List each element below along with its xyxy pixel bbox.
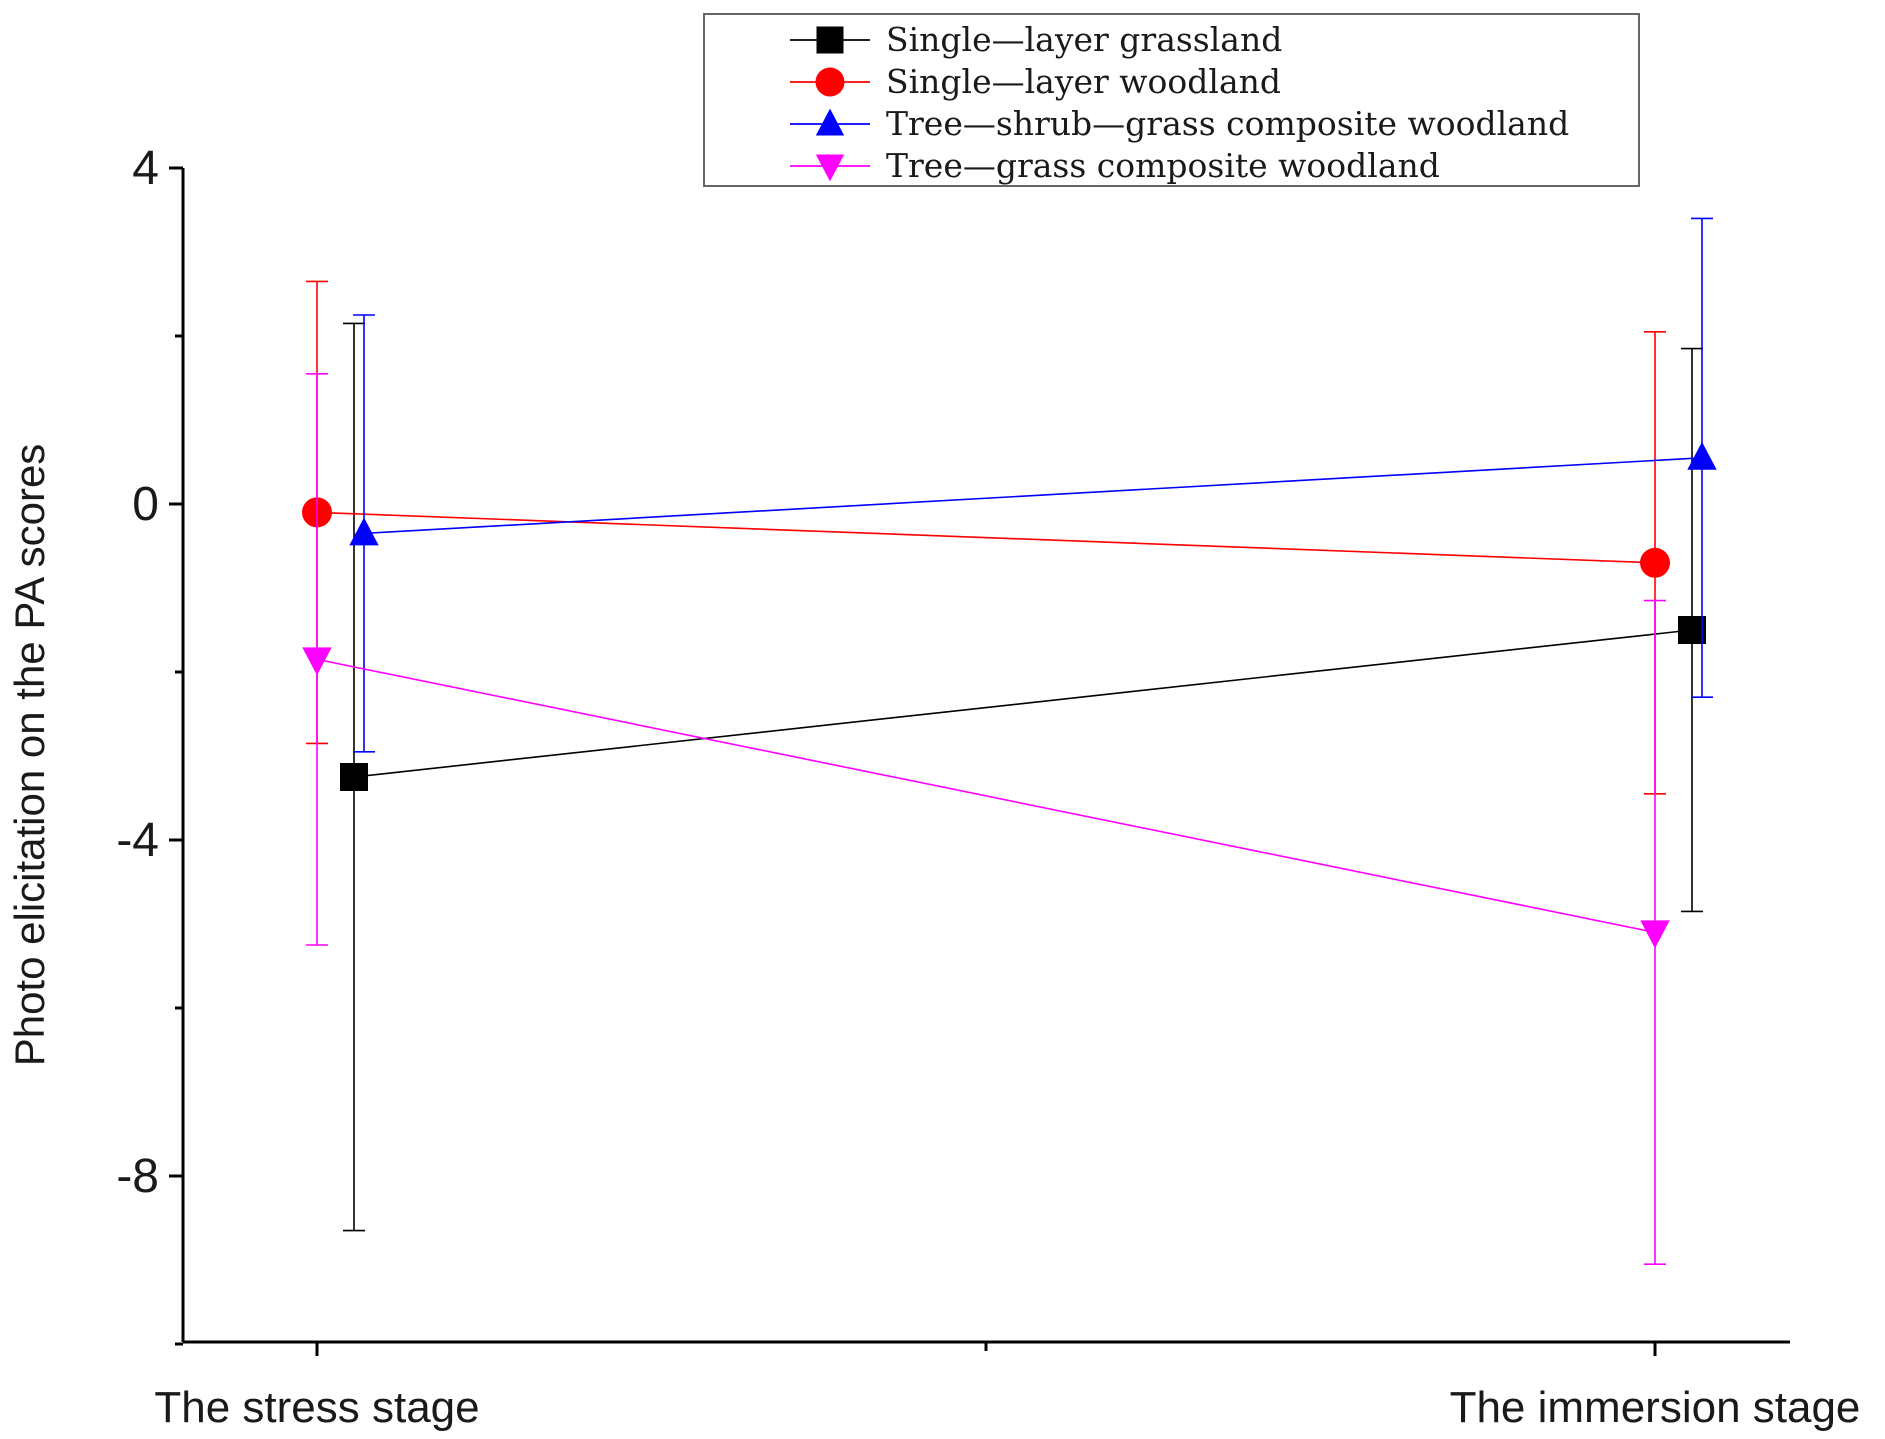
data-point-triangle-up [349, 517, 379, 546]
legend-marker-triangle-up [815, 108, 845, 136]
legend-item: Single—layer woodland [790, 62, 1281, 101]
y-tick-label: 0 [132, 478, 159, 531]
data-point-triangle-down [1640, 920, 1670, 949]
series-3 [349, 217, 1717, 753]
series-1 [340, 322, 1706, 1232]
data-point-square [340, 763, 368, 791]
series-line [316, 511, 1656, 564]
y-tick-label: -4 [116, 814, 159, 867]
series-4 [302, 372, 1670, 1265]
data-point-triangle-up [1687, 441, 1717, 470]
plot-area [302, 217, 1717, 1265]
axes: Photo elicitation on the PA scores [6, 168, 1790, 1344]
x-category-label: The stress stage [154, 1383, 479, 1432]
y-tick-label: -8 [116, 1150, 159, 1203]
legend-marker-circle [815, 67, 845, 97]
legend-marker-square [816, 26, 844, 54]
data-point-triangle-down [302, 647, 332, 676]
legend-box [703, 13, 1640, 187]
legend-item: Tree—shrub—grass composite woodland [790, 104, 1569, 143]
legend-marker-triangle-down [815, 154, 845, 182]
x-category-label: The immersion stage [1450, 1383, 1861, 1432]
legend-item: Single—layer grassland [790, 20, 1282, 59]
tick-labels: 4 0 -4 -8 The stress stage The immersion stag… [116, 142, 1860, 1432]
legend-label: Tree—grass composite woodland [886, 146, 1440, 185]
legend-item: Tree—grass composite woodland [790, 146, 1440, 185]
y-tick-label: 4 [132, 142, 159, 195]
series-2 [302, 280, 1670, 795]
series-line [363, 457, 1703, 535]
series-line [316, 658, 1656, 934]
series-line [353, 629, 1693, 778]
data-point-circle [1640, 547, 1670, 578]
legend-label: Single—layer woodland [886, 62, 1281, 101]
legend-label: Tree—shrub—grass composite woodland [886, 104, 1569, 143]
y-axis-title: Photo elicitation on the PA scores [6, 444, 53, 1067]
legend-label: Single—layer grassland [886, 20, 1282, 59]
